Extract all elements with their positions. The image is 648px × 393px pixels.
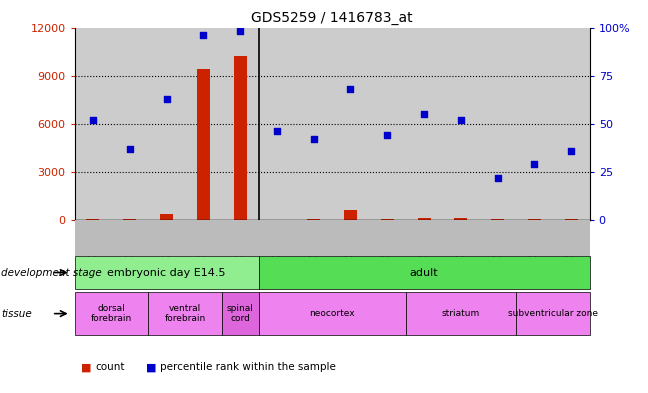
Bar bbox=[234, 56, 246, 220]
Bar bbox=[259, 28, 295, 220]
Title: GDS5259 / 1416783_at: GDS5259 / 1416783_at bbox=[251, 11, 413, 25]
Bar bbox=[454, 219, 467, 220]
Text: subventricular zone: subventricular zone bbox=[508, 309, 598, 318]
Point bbox=[566, 148, 577, 154]
Point bbox=[124, 146, 135, 152]
Bar bbox=[197, 69, 210, 220]
Bar bbox=[160, 214, 173, 220]
Point bbox=[198, 32, 209, 39]
Bar bbox=[75, 28, 111, 220]
Point bbox=[419, 111, 429, 117]
Bar bbox=[553, 28, 590, 220]
Text: neocortex: neocortex bbox=[309, 309, 355, 318]
Point bbox=[235, 28, 246, 35]
Point bbox=[382, 132, 393, 138]
Point bbox=[529, 161, 540, 167]
Bar bbox=[148, 28, 185, 220]
Bar bbox=[418, 218, 430, 220]
Text: embryonic day E14.5: embryonic day E14.5 bbox=[108, 268, 226, 277]
Bar bbox=[307, 219, 320, 220]
Bar bbox=[295, 28, 332, 220]
Bar bbox=[381, 219, 394, 220]
Text: tissue: tissue bbox=[1, 309, 32, 319]
Text: ventral
forebrain: ventral forebrain bbox=[165, 304, 205, 323]
Bar bbox=[111, 28, 148, 220]
Text: spinal
cord: spinal cord bbox=[227, 304, 253, 323]
Bar bbox=[344, 211, 357, 220]
Text: development stage: development stage bbox=[1, 268, 102, 277]
Bar bbox=[480, 28, 516, 220]
Point bbox=[345, 86, 356, 92]
Point bbox=[456, 117, 466, 123]
Bar bbox=[332, 28, 369, 220]
Point bbox=[492, 174, 503, 181]
Text: ■: ■ bbox=[81, 362, 91, 373]
Text: ■: ■ bbox=[146, 362, 156, 373]
Bar bbox=[528, 219, 541, 220]
Bar bbox=[185, 28, 222, 220]
Text: dorsal
forebrain: dorsal forebrain bbox=[91, 304, 132, 323]
Bar bbox=[565, 219, 578, 220]
Bar bbox=[491, 219, 504, 220]
Bar bbox=[222, 28, 259, 220]
Text: adult: adult bbox=[410, 268, 439, 277]
Point bbox=[161, 95, 172, 102]
Bar bbox=[516, 28, 553, 220]
Bar bbox=[123, 219, 136, 220]
Point bbox=[87, 117, 98, 123]
Text: striatum: striatum bbox=[442, 309, 480, 318]
Text: count: count bbox=[95, 362, 125, 373]
Bar bbox=[443, 28, 480, 220]
Bar bbox=[369, 28, 406, 220]
Point bbox=[308, 136, 319, 142]
Bar bbox=[406, 28, 443, 220]
Point bbox=[272, 129, 282, 135]
Text: percentile rank within the sample: percentile rank within the sample bbox=[160, 362, 336, 373]
Bar bbox=[86, 219, 99, 220]
